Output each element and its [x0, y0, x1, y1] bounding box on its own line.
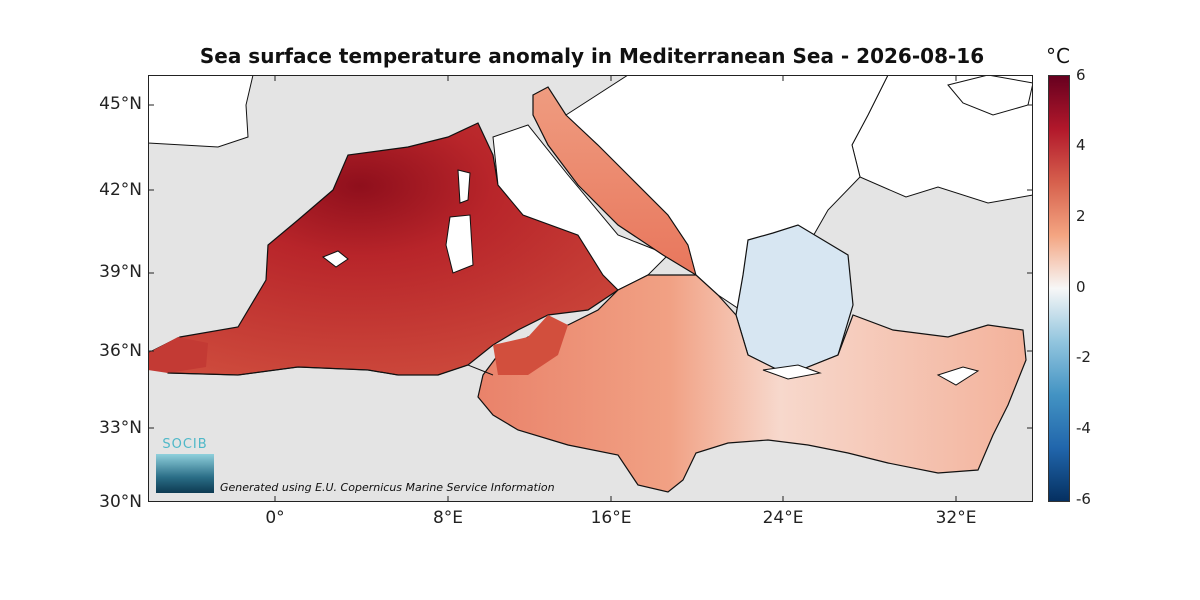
sst-anomaly-map [148, 75, 1033, 502]
colorbar-tick-label: 4 [1076, 136, 1086, 154]
y-tick-label: 33°N [99, 418, 142, 438]
map-title: Sea surface temperature anomaly in Medit… [199, 44, 985, 68]
colorbar-tick-label: -6 [1076, 490, 1091, 508]
socib-logo: SOCIB [156, 437, 214, 493]
sea-aegean [735, 224, 854, 376]
tick-marks [148, 75, 1033, 502]
island-corsica [457, 169, 471, 204]
colorbar-tick-label: -2 [1076, 348, 1091, 366]
colorbar-tick-label: -4 [1076, 419, 1091, 437]
x-tick-label: 24°E [762, 508, 804, 528]
y-tick-label: 45°N [99, 94, 142, 114]
y-tick-label: 39°N [99, 262, 142, 282]
x-tick-label: 8°E [432, 508, 464, 528]
land-iberia-france [148, 75, 254, 148]
coast-north-africa [167, 364, 494, 376]
y-tick-label: 36°N [99, 341, 142, 361]
x-tick-label: 0° [265, 508, 285, 528]
credit-text: Generated using E.U. Copernicus Marine S… [220, 481, 555, 494]
sea-alboran [148, 337, 208, 373]
colorbar-tick-label: 0 [1076, 278, 1086, 296]
sea-tunisian-shelf [493, 315, 568, 375]
x-tick-label: 16°E [590, 508, 632, 528]
colorbar-tick-label: 6 [1076, 66, 1086, 84]
y-tick-label: 42°N [99, 180, 142, 200]
colorbar-tick-label: 2 [1076, 207, 1086, 225]
logo-graphic [156, 454, 214, 493]
logo-text: SOCIB [162, 437, 208, 452]
island-crete [762, 364, 822, 380]
y-tick-label: 30°N [99, 492, 142, 512]
colorbar [1048, 75, 1070, 502]
x-tick-label: 32°E [935, 508, 977, 528]
colorbar-unit: °C [1046, 44, 1070, 68]
island-cyprus [936, 366, 980, 386]
map-frame [148, 75, 1033, 502]
island-balearic [321, 250, 349, 268]
island-sardinia [445, 214, 474, 274]
